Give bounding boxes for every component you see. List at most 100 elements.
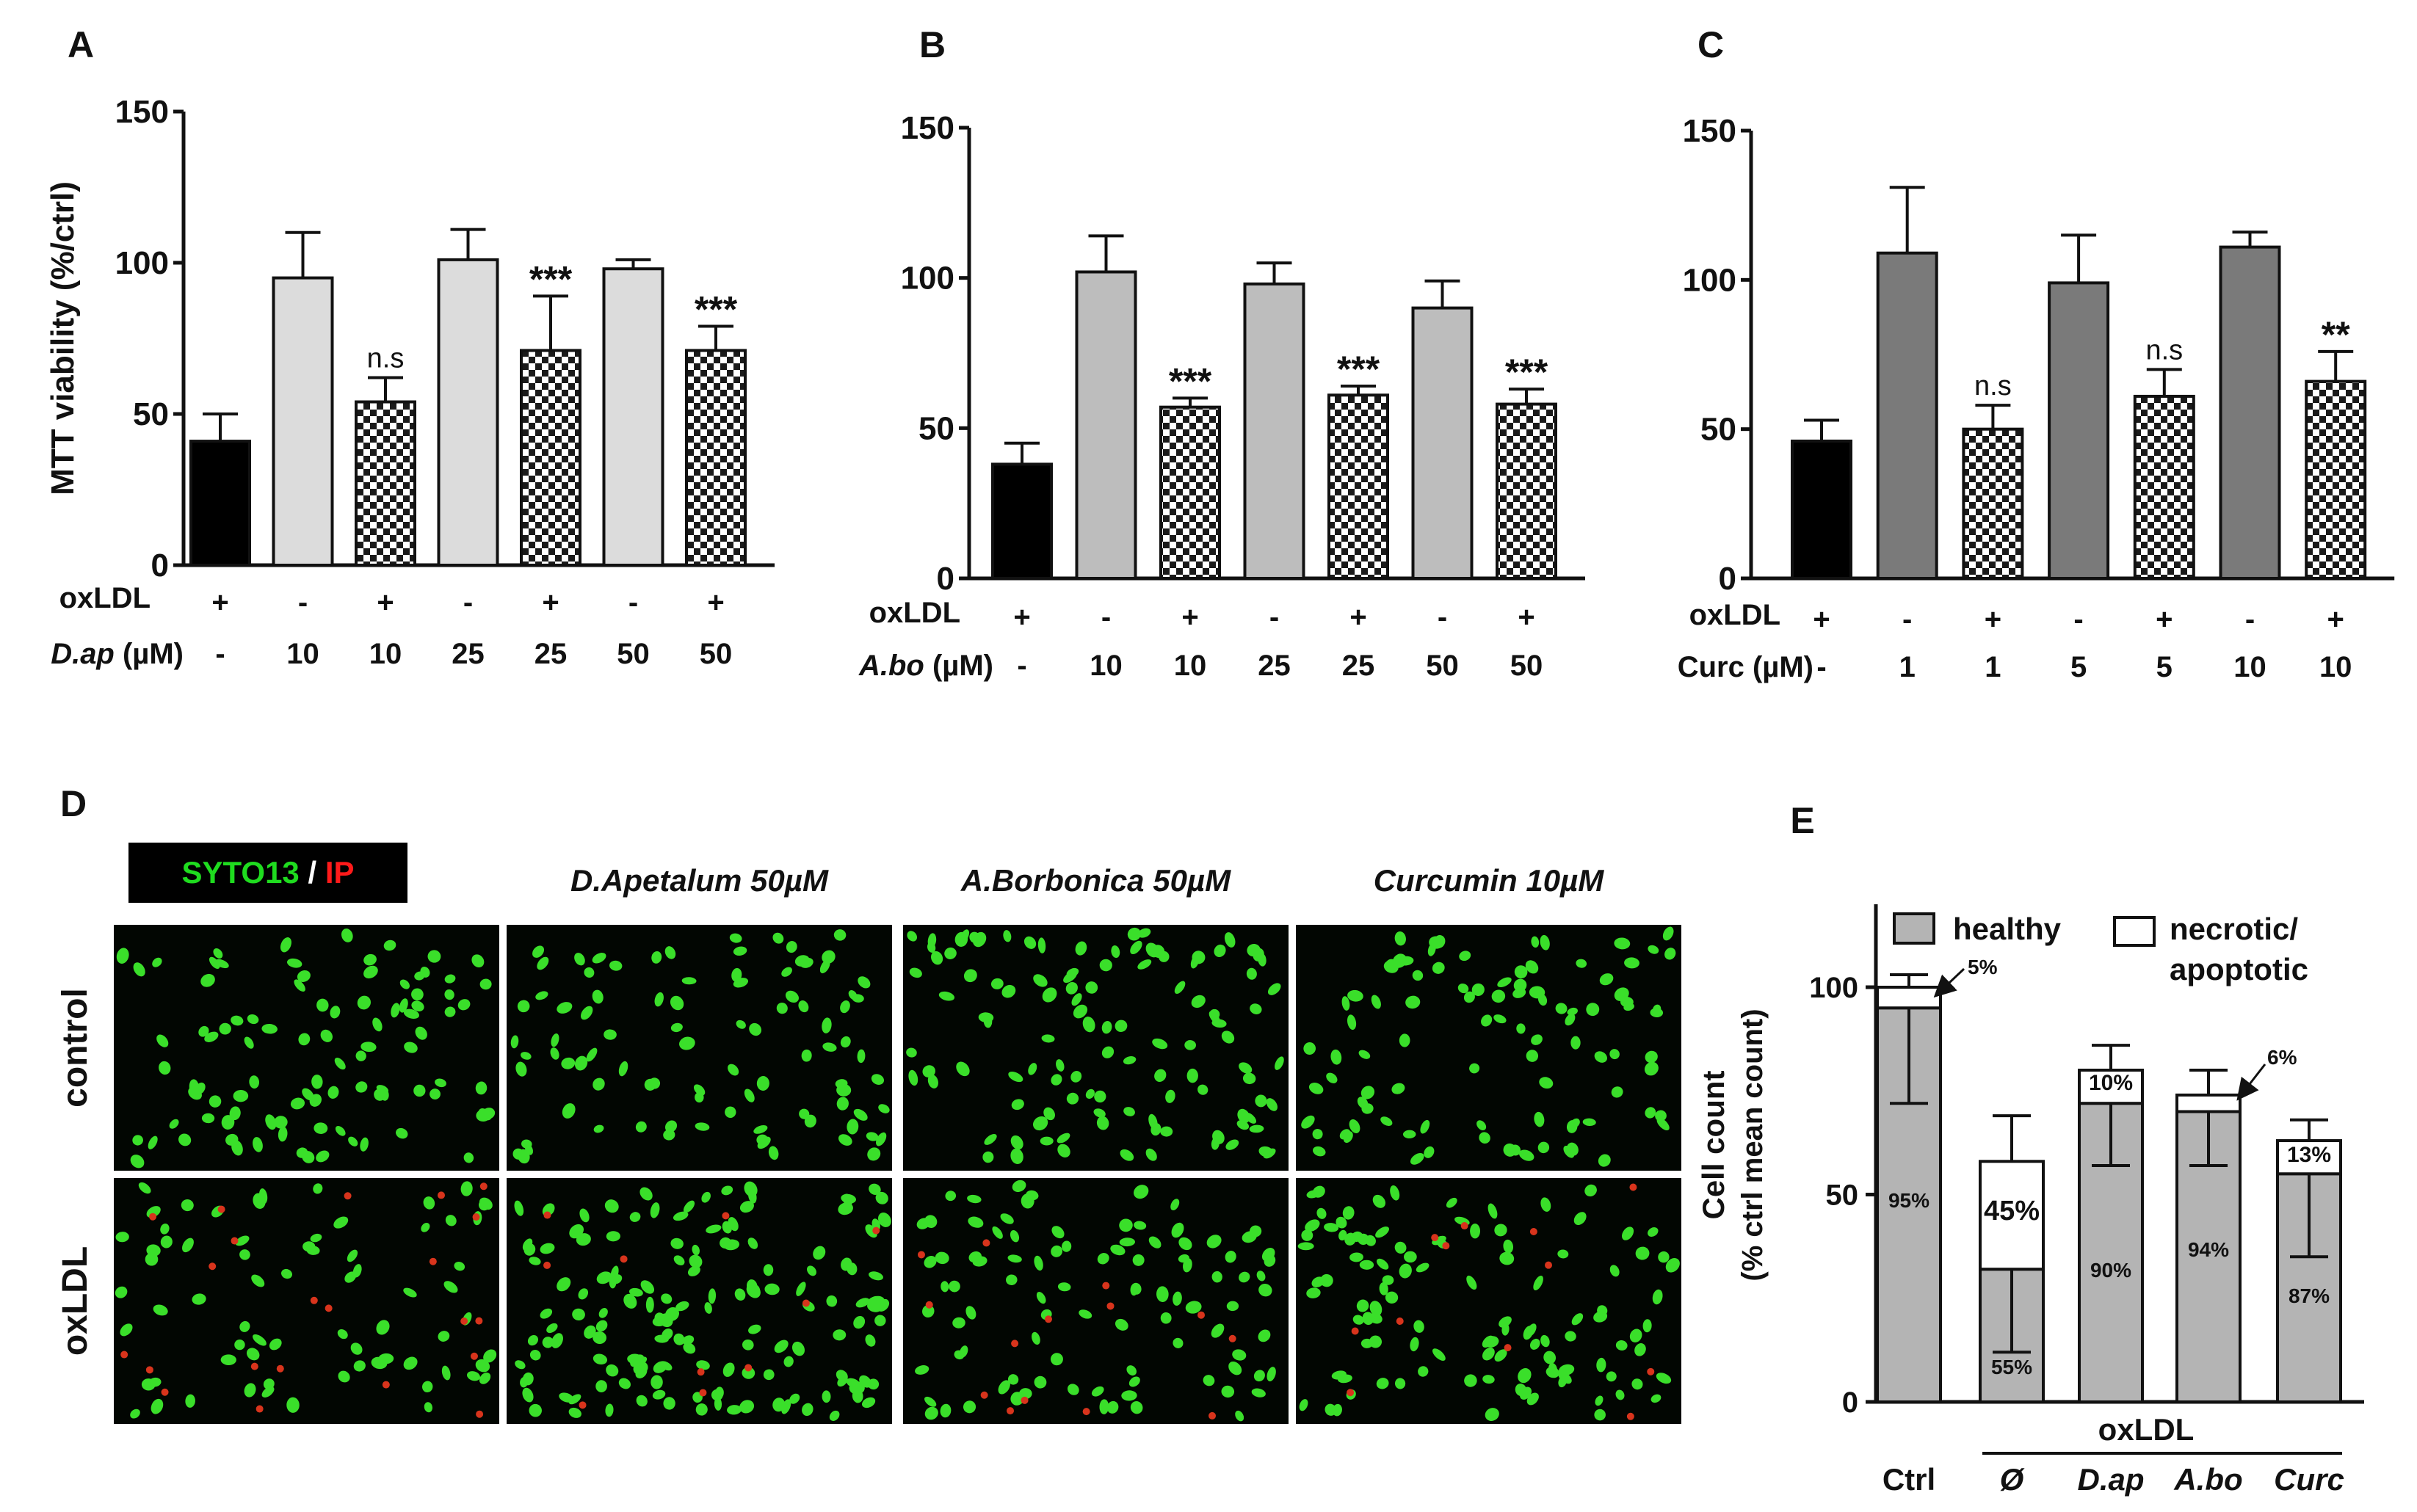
- live-cell: [314, 1122, 328, 1134]
- live-cell: [1224, 932, 1236, 948]
- oxldl-sign: -: [463, 586, 473, 619]
- live-cell: [927, 933, 937, 948]
- live-cell: [750, 1284, 761, 1298]
- live-cell: [160, 1224, 170, 1235]
- bar: [1411, 306, 1474, 580]
- live-cell: [403, 1287, 417, 1298]
- live-cell: [1034, 1255, 1043, 1271]
- live-cell: [654, 1312, 665, 1324]
- dead-cell: [145, 1366, 153, 1374]
- live-cell: [906, 1047, 917, 1058]
- live-cell: [1531, 1034, 1543, 1045]
- live-cell: [598, 1308, 608, 1318]
- live-cell: [924, 1215, 938, 1229]
- live-cell: [689, 1254, 703, 1268]
- live-cell: [1070, 1071, 1082, 1083]
- live-cell: [1424, 1146, 1435, 1158]
- live-cell: [1518, 1367, 1532, 1384]
- live-cell: [922, 1304, 935, 1318]
- live-cell: [333, 1216, 349, 1229]
- live-cell: [1631, 1378, 1643, 1390]
- live-cell: [635, 1366, 648, 1378]
- live-cell: [664, 946, 676, 959]
- panel-letter: B: [919, 24, 946, 65]
- live-cell: [1316, 1207, 1327, 1219]
- live-cell: [515, 1061, 527, 1077]
- live-cell: [829, 1410, 840, 1421]
- live-cell: [403, 1008, 419, 1019]
- live-cell: [1648, 1227, 1659, 1237]
- live-cell: [852, 994, 864, 1003]
- live-cell: [1586, 1003, 1600, 1017]
- live-cell: [1382, 1275, 1394, 1285]
- live-cell: [941, 1281, 949, 1293]
- live-cell: [371, 1356, 388, 1370]
- live-cell: [529, 1403, 542, 1417]
- live-cell: [444, 989, 454, 1000]
- live-cell: [1110, 1244, 1126, 1256]
- live-cell: [838, 1134, 852, 1146]
- live-cell: [1251, 1388, 1266, 1397]
- oxldl-sign: +: [1181, 601, 1198, 633]
- live-cell: [1582, 1118, 1596, 1127]
- chart-e: E 0 50 100 Cell count (% ctrl mean count) heal…: [1696, 800, 2364, 1497]
- live-cell: [360, 1042, 377, 1053]
- live-cell: [1656, 1117, 1670, 1131]
- live-cell: [1085, 1088, 1095, 1099]
- live-cell: [1662, 926, 1674, 941]
- live-cell: [274, 1116, 288, 1129]
- dead-cell: [1504, 1344, 1512, 1352]
- category-label: Curc: [2274, 1462, 2344, 1497]
- live-cell: [540, 1308, 553, 1319]
- live-cell: [1325, 1403, 1337, 1416]
- live-cell: [1057, 1144, 1070, 1157]
- live-cell: [1037, 937, 1046, 953]
- live-cell: [310, 1233, 322, 1243]
- live-cell: [982, 1151, 994, 1163]
- category-label: D.ap: [2077, 1462, 2144, 1497]
- live-cell: [629, 1212, 641, 1222]
- bar-necrotic: [1876, 986, 1942, 1010]
- dead-cell: [579, 1401, 587, 1409]
- live-cell: [1266, 1098, 1278, 1111]
- live-cell: [858, 976, 871, 989]
- healthy-percent-label: 90%: [2090, 1259, 2131, 1282]
- live-cell: [1606, 1371, 1617, 1382]
- live-cell: [151, 1398, 164, 1414]
- live-cell: [963, 969, 977, 983]
- live-cell: [742, 1339, 754, 1351]
- live-cell: [479, 1372, 491, 1384]
- live-cell: [355, 1050, 366, 1061]
- live-cell: [1484, 1336, 1499, 1348]
- live-cell: [261, 1023, 278, 1034]
- live-cell: [623, 1293, 637, 1309]
- live-cell: [645, 1296, 654, 1313]
- live-cell: [138, 1182, 151, 1194]
- dead-cell: [744, 1364, 753, 1372]
- live-cell: [253, 1334, 267, 1346]
- live-cell: [945, 1191, 957, 1202]
- live-cell: [1342, 1206, 1355, 1220]
- live-cell: [733, 946, 747, 956]
- dead-cell: [1208, 1411, 1217, 1420]
- live-cell: [1066, 1092, 1079, 1105]
- dead-cell: [1396, 1317, 1404, 1326]
- live-cell: [159, 1061, 171, 1075]
- live-cell: [840, 1036, 851, 1048]
- live-cell: [198, 1025, 209, 1037]
- live-cell: [967, 1194, 982, 1204]
- live-cell: [679, 1036, 695, 1050]
- live-cell: [1191, 995, 1206, 1008]
- live-cell: [1510, 1144, 1521, 1156]
- legend-label-healthy: healthy: [1953, 912, 2062, 946]
- live-cell: [636, 1395, 648, 1407]
- live-cell: [209, 956, 220, 970]
- live-cell: [924, 1406, 938, 1420]
- live-cell: [1258, 953, 1267, 967]
- live-cell: [1394, 931, 1406, 946]
- live-cell: [225, 1133, 239, 1146]
- live-cell: [924, 1396, 937, 1407]
- live-cell: [478, 1108, 492, 1121]
- live-cell: [729, 933, 742, 943]
- live-cell: [550, 1047, 559, 1060]
